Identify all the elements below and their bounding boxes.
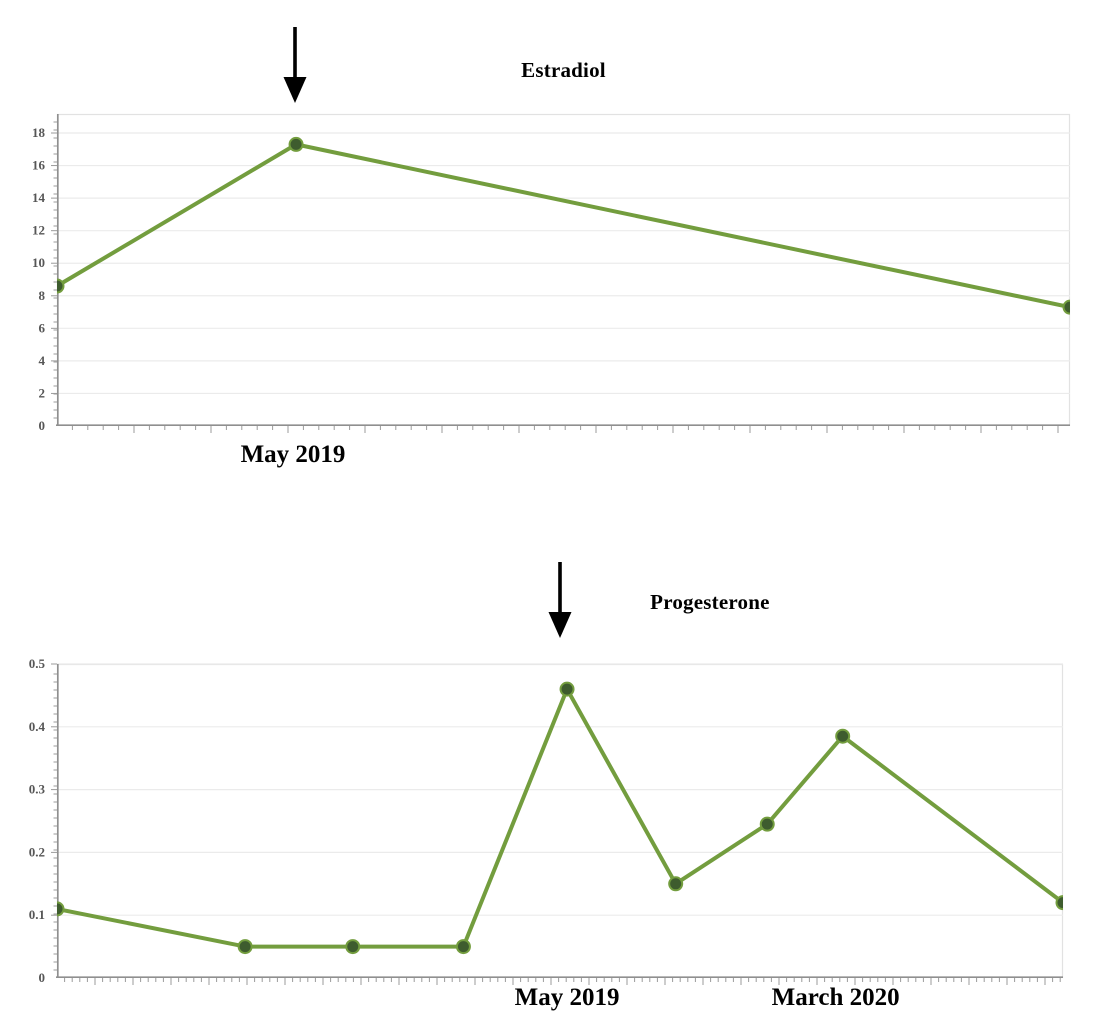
chart-title: Estradiol (521, 58, 606, 82)
x-axis-label: May 2019 (240, 441, 346, 468)
series-line (57, 142, 1070, 310)
data-point-marker (668, 876, 684, 892)
y-tick-label: 10 (32, 255, 45, 270)
data-point-marker (57, 901, 65, 917)
y-tick-label: 14 (32, 190, 46, 205)
y-tick-label: 0 (39, 418, 46, 433)
x-axis-label: March 2020 (771, 984, 900, 1011)
gridlines (57, 132, 1070, 395)
data-point-marker (1055, 895, 1063, 911)
y-tick-labels: 0 2 4 6 8 10 12 14 16 18 (32, 125, 46, 433)
y-tick-labels: 0 0.1 0.2 0.3 0.4 0.5 (29, 656, 46, 985)
data-point-marker (345, 939, 361, 955)
data-point-marker (559, 681, 575, 697)
y-axis-ticks (51, 121, 57, 419)
y-tick-label: 6 (39, 320, 46, 335)
data-point-marker (455, 939, 471, 955)
data-point-marker (57, 278, 65, 294)
y-tick-label: 0 (39, 970, 46, 985)
data-point-marker (835, 728, 851, 744)
data-point-marker (237, 939, 253, 955)
y-tick-label: 0.4 (29, 719, 46, 734)
y-tick-label: 8 (39, 288, 46, 303)
y-tick-label: 0.1 (29, 907, 45, 922)
data-series (57, 136, 1070, 315)
data-point-marker (759, 816, 775, 832)
down-arrow-icon (548, 562, 572, 638)
y-tick-label: 0.3 (29, 782, 46, 797)
x-axis-ticks (64, 978, 1061, 985)
data-point-marker (1062, 299, 1070, 315)
y-tick-label: 0.2 (29, 844, 45, 859)
y-tick-label: 12 (32, 223, 45, 238)
y-tick-label: 16 (32, 158, 46, 173)
x-axis-label: May 2019 (514, 984, 620, 1011)
y-axis-ticks (51, 663, 57, 971)
plot-area: 0 0.1 0.2 0.3 0.4 0.5 (29, 656, 1064, 985)
data-series (57, 681, 1063, 955)
plot-area: 0 2 4 6 8 10 12 14 16 18 (32, 113, 1071, 433)
data-point-marker (288, 136, 304, 152)
chart-title: Progesterone (650, 590, 770, 614)
y-tick-label: 4 (39, 353, 46, 368)
down-arrow-icon (283, 27, 307, 103)
y-tick-label: 2 (39, 385, 46, 400)
series-line (57, 687, 1063, 949)
x-axis-ticks (71, 426, 1059, 433)
plot-border (57, 113, 1071, 426)
y-tick-label: 18 (32, 125, 46, 140)
y-tick-label: 0.5 (29, 656, 46, 671)
gridlines (57, 663, 1063, 916)
